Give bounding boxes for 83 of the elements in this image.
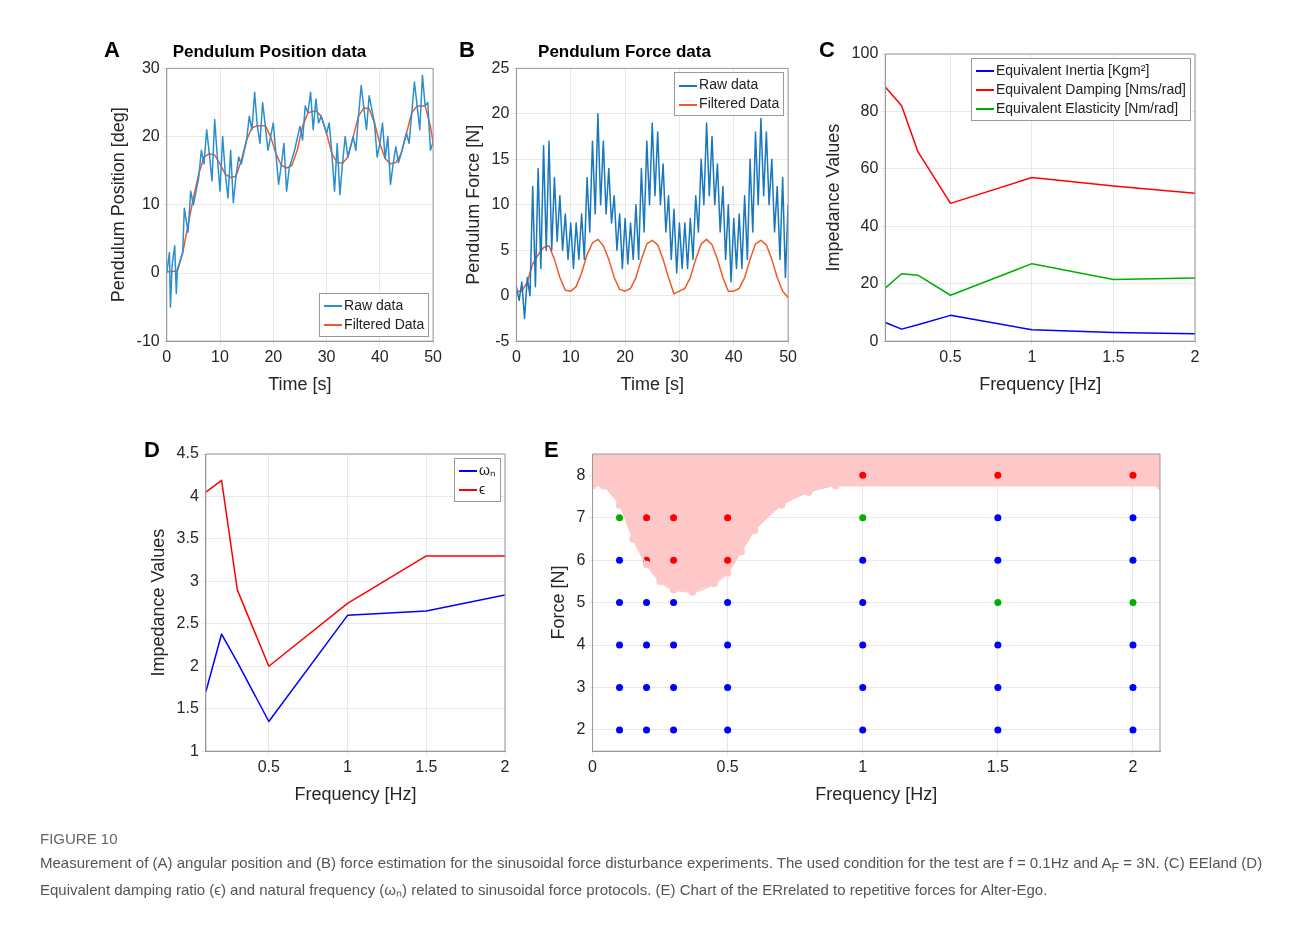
y-tick-label: 3.5 bbox=[176, 529, 199, 547]
text: C bbox=[819, 37, 835, 63]
x-tick-label: 40 bbox=[724, 348, 743, 366]
legend-label: Equivalent Damping [Nms/rad] bbox=[996, 81, 1186, 97]
x-tick-label: 0.5 bbox=[257, 758, 281, 776]
y-tick-label: 0 bbox=[869, 331, 879, 349]
legend-label: Raw data bbox=[699, 76, 759, 93]
y-tick-label: 3 bbox=[189, 571, 199, 589]
y-tick-label: 4 bbox=[189, 486, 199, 504]
y-tick-label: 25 bbox=[491, 58, 510, 76]
legend-label: ωₙ bbox=[479, 462, 496, 478]
legend-label: Raw data bbox=[344, 297, 404, 314]
y-tick-label: 7 bbox=[576, 508, 586, 526]
y-tick-label: 5 bbox=[500, 240, 510, 258]
x-tick-label: 30 bbox=[317, 348, 336, 366]
legend-label: Equivalent Elasticity [Nm/rad] bbox=[996, 100, 1179, 116]
x-axis-title: Time [s] bbox=[620, 374, 684, 395]
x-tick-label: 0.5 bbox=[939, 348, 962, 366]
y-tick-label: 40 bbox=[860, 216, 879, 234]
x-tick-label: 0 bbox=[511, 348, 521, 366]
y-tick-label: 2 bbox=[189, 656, 199, 674]
x-tick-label: 10 bbox=[211, 348, 229, 366]
chart-title: Pendulum Position data bbox=[172, 41, 367, 61]
x-tick-label: 20 bbox=[616, 348, 635, 366]
y-tick-label: 2 bbox=[576, 720, 586, 738]
y-tick-label: 30 bbox=[141, 58, 160, 76]
x-axis-title: Time [s] bbox=[268, 374, 332, 395]
y-tick-label: 10 bbox=[491, 195, 510, 213]
y-tick-label: 1.5 bbox=[176, 699, 199, 717]
x-axis-title: Frequency [Hz] bbox=[815, 784, 938, 805]
y-tick-label: 2.5 bbox=[176, 614, 199, 632]
x-axis-title: Frequency [Hz] bbox=[979, 374, 1102, 395]
x-tick-label: 1 bbox=[1027, 348, 1037, 366]
x-tick-label: 2 bbox=[1190, 348, 1200, 366]
x-tick-label: 2 bbox=[1128, 758, 1138, 776]
y-tick-label: 10 bbox=[141, 195, 160, 213]
x-tick-label: 40 bbox=[370, 348, 389, 366]
y-tick-label: -5 bbox=[495, 331, 510, 349]
y-axis-title: Impedance Values bbox=[822, 123, 843, 272]
x-tick-label: 0 bbox=[588, 758, 598, 776]
y-tick-label: 5 bbox=[576, 593, 586, 611]
y-axis-title: Impedance Values bbox=[147, 528, 168, 677]
x-tick-label: 30 bbox=[670, 348, 689, 366]
y-tick-label: 60 bbox=[860, 159, 879, 177]
y-tick-label: 0 bbox=[500, 286, 510, 304]
y-tick-label: 20 bbox=[491, 104, 510, 122]
text: A bbox=[104, 37, 120, 63]
legend-label: Filtered Data bbox=[344, 316, 425, 333]
x-axis-title: Frequency [Hz] bbox=[294, 784, 417, 805]
y-tick-label: 3 bbox=[576, 677, 586, 695]
legend-label: ϵ bbox=[479, 481, 486, 497]
x-tick-label: 0.5 bbox=[716, 758, 739, 776]
y-tick-label: 1 bbox=[189, 741, 199, 759]
y-tick-label: 80 bbox=[860, 101, 879, 119]
y-tick-label: 8 bbox=[576, 465, 586, 483]
y-tick-label: 100 bbox=[851, 44, 879, 62]
y-tick-label: 4 bbox=[576, 635, 586, 653]
legend-label: Equivalent Inertia [Kgm²] bbox=[996, 62, 1150, 78]
y-tick-label: 15 bbox=[491, 149, 510, 167]
y-axis-title: Pendulum Force [N] bbox=[462, 124, 483, 285]
x-tick-label: 50 bbox=[779, 348, 798, 366]
x-tick-label: 1.5 bbox=[415, 758, 438, 776]
x-tick-label: 50 bbox=[424, 348, 443, 366]
x-tick-label: 0 bbox=[162, 348, 172, 366]
y-tick-label: 6 bbox=[576, 550, 586, 568]
legend-label: Filtered Data bbox=[699, 95, 780, 112]
y-axis-title: Pendulum Position [deg] bbox=[107, 107, 128, 303]
x-tick-label: 1.5 bbox=[1102, 348, 1125, 366]
x-tick-label: 20 bbox=[264, 348, 283, 366]
y-axis-title: Force [N] bbox=[547, 565, 568, 640]
text: E bbox=[544, 437, 559, 463]
y-tick-label: 20 bbox=[141, 127, 160, 145]
text: Measurement of (A) angular position and (B) force estimation for the sinusoidal force disturbance experiments. The used condition for the test are f = 0.1Hz and A$_{F}$ = 3N. (C) EEland (D) Equivalent damping ratio (ϵ) and natural frequency (ωₙ) related to sinusoidal force protocols. (E) Chart of the ERrelated to repetitive forces for Alter-Ego. bbox=[40, 854, 1263, 898]
text: D bbox=[144, 437, 160, 463]
y-tick-label: 20 bbox=[860, 274, 879, 292]
x-tick-label: 1 bbox=[343, 758, 353, 776]
x-tick-label: 1.5 bbox=[986, 758, 1010, 776]
caption: FIGURE 10 bbox=[40, 829, 119, 849]
y-tick-label: 0 bbox=[150, 263, 160, 281]
text: B bbox=[459, 37, 475, 63]
y-tick-label: 4.5 bbox=[176, 444, 199, 462]
chart-title: Pendulum Force data bbox=[538, 41, 712, 61]
y-tick-label: -10 bbox=[136, 331, 160, 349]
